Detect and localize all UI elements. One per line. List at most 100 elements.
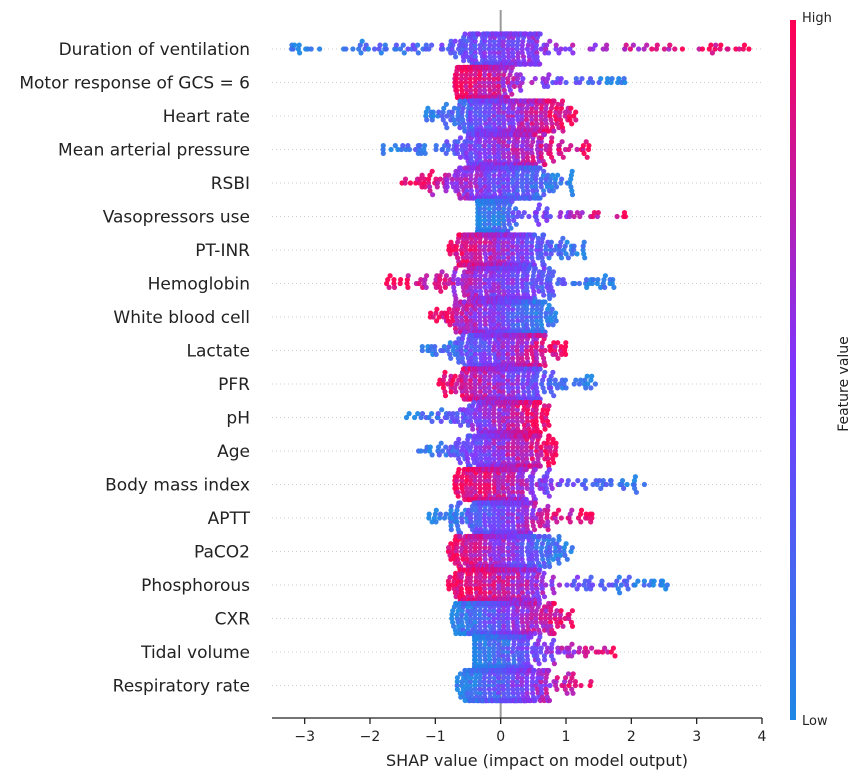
- shap-point: [423, 151, 428, 156]
- shap-point: [360, 39, 365, 44]
- feature-label: Hemoglobin: [148, 275, 250, 295]
- shap-point: [547, 39, 552, 44]
- shap-point: [542, 299, 547, 304]
- shap-point: [560, 128, 565, 133]
- shap-point: [366, 46, 371, 51]
- shap-point: [416, 50, 421, 55]
- shap-point: [562, 281, 567, 286]
- shap-point: [573, 110, 578, 115]
- shap-point: [550, 307, 555, 312]
- shap-point: [407, 147, 412, 152]
- shap-point: [649, 46, 654, 51]
- shap-point: [438, 289, 443, 294]
- shap-point: [391, 277, 396, 282]
- shap-point: [429, 43, 434, 48]
- shap-point: [533, 76, 538, 81]
- shap-point: [595, 277, 600, 282]
- shap-point: [623, 214, 628, 219]
- shap-point: [438, 177, 443, 182]
- shap-point: [549, 135, 554, 140]
- shap-point: [551, 269, 556, 274]
- shap-point: [543, 348, 548, 353]
- shap-point: [508, 226, 513, 231]
- shap-point: [377, 43, 382, 48]
- shap-point: [547, 296, 552, 301]
- shap-point: [297, 50, 302, 55]
- shap-point: [445, 184, 450, 189]
- shap-point: [555, 173, 560, 178]
- feature-label: Heart rate: [163, 107, 250, 127]
- shap-point: [602, 285, 607, 290]
- shap-point: [424, 285, 429, 290]
- feature-label: Respiratory rate: [113, 677, 250, 697]
- feature-label: PT-INR: [195, 241, 250, 261]
- shap-point: [672, 46, 677, 51]
- shap-point: [431, 110, 436, 115]
- shap-point: [631, 43, 636, 48]
- shap-point: [460, 333, 465, 338]
- shap-point: [422, 184, 427, 189]
- shap-point: [572, 281, 577, 286]
- shap-point: [569, 121, 574, 126]
- feature-label: Vasopressors use: [103, 208, 250, 228]
- shap-point: [570, 50, 575, 55]
- shap-point: [568, 210, 573, 215]
- shap-point: [593, 43, 598, 48]
- shap-point: [343, 46, 348, 51]
- shap-point: [350, 46, 355, 51]
- shap-point: [560, 236, 565, 241]
- shap-point: [432, 344, 437, 349]
- shap-point: [417, 143, 422, 148]
- shap-point: [636, 46, 641, 51]
- shap-point: [422, 143, 427, 148]
- shap-point: [458, 135, 463, 140]
- shap-point: [453, 266, 458, 271]
- shap-point: [317, 46, 322, 51]
- shap-point: [574, 251, 579, 256]
- shap-point: [453, 54, 458, 59]
- feature-label: CXR: [215, 610, 251, 630]
- shap-point: [553, 311, 558, 316]
- shap-point: [392, 285, 397, 290]
- shap-point: [408, 180, 413, 185]
- shap-point: [446, 143, 451, 148]
- shap-point: [444, 102, 449, 107]
- shap-point: [570, 43, 575, 48]
- shap-point: [381, 143, 386, 148]
- shap-point: [514, 222, 519, 227]
- shap-point: [622, 80, 627, 85]
- feature-label: Phosphorous: [141, 576, 250, 596]
- shap-point: [420, 344, 425, 349]
- shap-point: [510, 65, 515, 70]
- shap-point: [542, 266, 547, 271]
- shap-point: [537, 61, 542, 66]
- shap-point: [543, 333, 548, 338]
- shap-point: [554, 318, 559, 323]
- shap-point: [402, 50, 407, 55]
- shap-point: [570, 169, 575, 174]
- shap-point: [624, 43, 629, 48]
- shap-point: [541, 293, 546, 298]
- shap-point: [611, 285, 616, 290]
- shap-point: [605, 76, 610, 81]
- shap-point: [394, 43, 399, 48]
- shap-point: [430, 169, 435, 174]
- shap-point: [456, 277, 461, 282]
- feature-label: RSBI: [211, 174, 250, 194]
- shap-point: [546, 50, 551, 55]
- shap-point: [292, 43, 297, 48]
- shap-point: [424, 117, 429, 122]
- shap-point: [655, 43, 660, 48]
- shap-point: [725, 46, 730, 51]
- points-layer: [289, 31, 752, 703]
- shap-point: [585, 155, 590, 160]
- feature-label: Motor response of GCS = 6: [19, 74, 250, 94]
- shap-point: [297, 43, 302, 48]
- shap-point: [554, 184, 559, 189]
- shap-point: [440, 46, 445, 51]
- shap-point: [449, 389, 454, 394]
